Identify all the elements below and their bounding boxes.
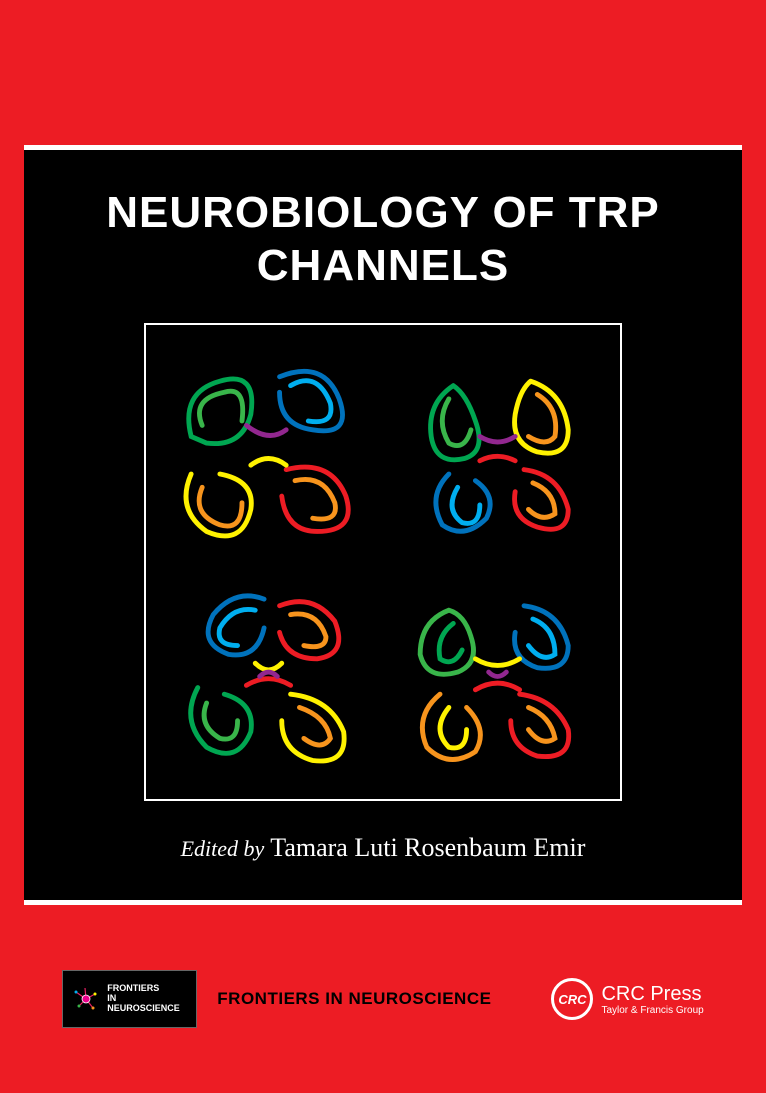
series-badge-line1: FRONTIERS — [107, 984, 188, 994]
edited-by-label: Edited by — [181, 836, 265, 861]
book-title-line1: NEUROBIOLOGY OF TRP — [106, 188, 660, 239]
protein-structure-2 — [387, 337, 608, 558]
publisher-text: CRC Press Taylor & Francis Group — [601, 983, 703, 1016]
protein-ribbon-icon — [158, 566, 379, 787]
series-badge-line2: IN NEUROSCIENCE — [107, 994, 188, 1014]
series-badge-text: FRONTIERS IN NEUROSCIENCE — [107, 984, 188, 1014]
book-title-line2: CHANNELS — [257, 241, 509, 291]
protein-structure-4 — [387, 566, 608, 787]
publisher-tagline: Taylor & Francis Group — [601, 1005, 703, 1016]
series-label: FRONTIERS IN NEUROSCIENCE — [217, 989, 491, 1009]
series-badge: FRONTIERS IN NEUROSCIENCE — [62, 970, 197, 1028]
publisher-name: CRC Press — [601, 983, 703, 1005]
publisher-block: CRC CRC Press Taylor & Francis Group — [551, 978, 703, 1020]
protein-structure-grid — [144, 323, 622, 801]
protein-structure-1 — [158, 337, 379, 558]
neuron-icon — [71, 984, 101, 1014]
protein-ribbon-icon — [387, 566, 608, 787]
main-black-panel: NEUROBIOLOGY OF TRP CHANNELS — [24, 145, 742, 905]
protein-ribbon-icon — [158, 337, 379, 558]
editor-name: Tamara Luti Rosenbaum Emir — [270, 833, 585, 862]
bottom-red-bar: FRONTIERS IN NEUROSCIENCE FRONTIERS IN N… — [0, 905, 766, 1093]
editor-credit: Edited by Tamara Luti Rosenbaum Emir — [181, 833, 586, 863]
crc-logo-icon: CRC — [551, 978, 593, 1020]
protein-structure-3 — [158, 566, 379, 787]
top-red-bar — [0, 0, 766, 145]
protein-ribbon-icon — [387, 337, 608, 558]
